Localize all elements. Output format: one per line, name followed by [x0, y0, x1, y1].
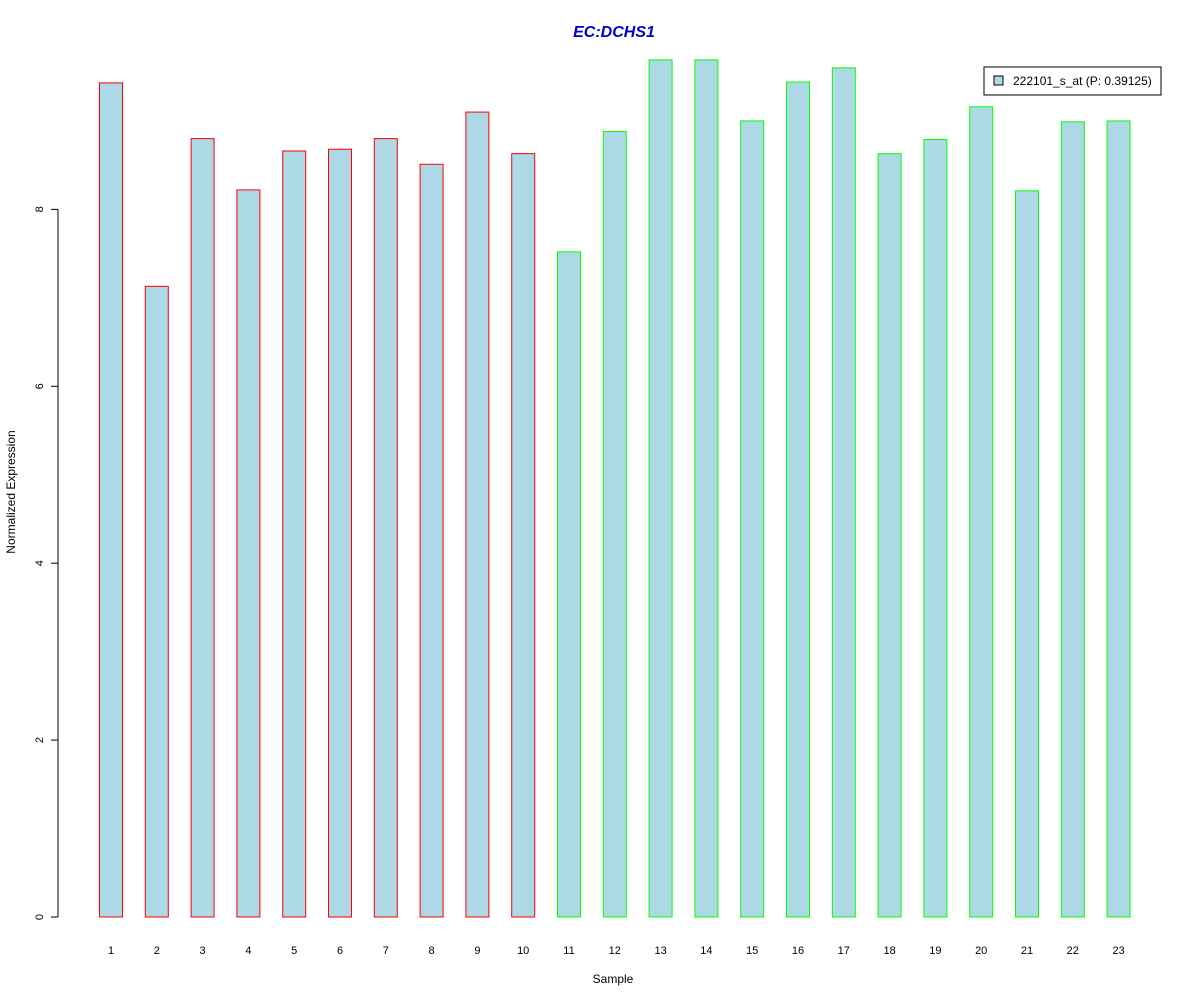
x-tick-label: 4	[245, 945, 251, 957]
y-axis-label: Normalized Expression	[4, 430, 18, 553]
bar-sample-14	[694, 59, 719, 918]
bar-sample-17	[831, 67, 856, 918]
x-tick-label: 17	[838, 945, 850, 957]
x-tick-label: 5	[291, 945, 297, 957]
bar-sample-22	[1060, 121, 1085, 918]
x-tick-label: 22	[1067, 945, 1079, 957]
x-tick-label: 13	[654, 945, 666, 957]
bar-sample-16	[786, 81, 810, 918]
y-tick-label: 4	[34, 560, 46, 566]
bar-sample-10	[511, 153, 536, 918]
legend-label: 222101_s_at (P: 0.39125)	[1013, 74, 1152, 88]
x-tick-label: 3	[200, 945, 206, 957]
x-tick-label: 23	[1112, 945, 1124, 957]
bar-sample-20	[969, 106, 994, 918]
x-tick-label: 21	[1021, 945, 1033, 957]
y-axis: 0 2 4 6 8	[34, 206, 59, 920]
bar-sample-15	[740, 120, 765, 918]
legend-box	[983, 66, 1162, 96]
x-axis-label: Sample	[593, 972, 634, 986]
x-tick-label: 7	[383, 945, 389, 957]
y-tick-label: 0	[34, 914, 46, 920]
bar-sample-7	[373, 138, 398, 918]
legend-swatch	[993, 75, 1004, 86]
x-tick-label: 19	[929, 945, 941, 957]
bar-sample-18	[877, 153, 902, 918]
chart-title: EC:DCHS1	[573, 24, 655, 41]
x-tick-label: 1	[108, 945, 114, 957]
x-tick-label: 20	[975, 945, 987, 957]
bar-sample-19	[923, 138, 948, 918]
x-tick-label: 16	[792, 945, 804, 957]
x-axis-ticks: 1 2 3 4 5 6 7 8 9 10 11 12 13 14 15 16 17 18 19 20 21 22 23	[108, 945, 1125, 957]
bar-sample-1	[99, 82, 123, 918]
x-tick-label: 9	[474, 945, 480, 957]
y-tick-label: 2	[34, 737, 46, 743]
x-tick-label: 15	[746, 945, 758, 957]
bar-sample-5	[282, 150, 307, 918]
bar-sample-23	[1106, 120, 1131, 918]
bar-sample-9	[465, 111, 490, 918]
x-tick-label: 6	[337, 945, 343, 957]
x-tick-label: 18	[883, 945, 895, 957]
bar-sample-2	[144, 285, 169, 918]
bar-sample-21	[1015, 190, 1039, 918]
x-tick-label: 8	[429, 945, 435, 957]
bars	[99, 59, 1131, 918]
x-tick-label: 12	[609, 945, 621, 957]
bar-sample-11	[557, 251, 581, 918]
x-tick-label: 14	[700, 945, 712, 957]
y-tick-label: 6	[34, 383, 46, 389]
bar-sample-4	[236, 189, 261, 918]
x-tick-label: 2	[154, 945, 160, 957]
bar-sample-8	[419, 163, 444, 918]
bar-sample-3	[190, 138, 215, 918]
legend: 222101_s_at (P: 0.39125)	[983, 66, 1162, 96]
bar-sample-6	[328, 148, 352, 918]
bar-sample-13	[648, 59, 673, 918]
x-tick-label: 11	[563, 945, 574, 957]
bar-sample-12	[602, 131, 627, 918]
y-tick-label: 8	[34, 206, 46, 212]
x-tick-label: 10	[517, 945, 529, 957]
